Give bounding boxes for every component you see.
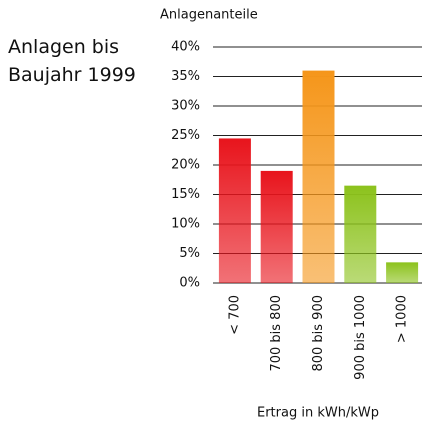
y-tick-label: 10%: [171, 217, 200, 232]
x-axis-label: Ertrag in kWh/kWp: [257, 406, 379, 421]
y-axis-label: Anlagenanteile: [160, 8, 258, 23]
y-tick-label: 40%: [171, 40, 200, 55]
y-tick-label: 35%: [171, 69, 200, 84]
y-tick-label: 0%: [179, 276, 200, 291]
y-tick-label: 20%: [171, 158, 200, 173]
x-tick-label: 900 bis 1000: [353, 295, 368, 380]
y-tick-label: 15%: [171, 187, 200, 202]
bar: [386, 262, 419, 283]
x-tick-label: 700 bis 800: [269, 295, 284, 372]
bar: [218, 138, 251, 283]
chart-title: Anlagen bis Baujahr 1999: [8, 36, 136, 86]
y-tick-label: 25%: [171, 128, 200, 143]
bar: [344, 185, 377, 283]
x-tick-label: > 1000: [395, 295, 410, 343]
y-tick-label: 30%: [171, 99, 200, 114]
bar: [260, 170, 293, 283]
bar: [302, 70, 335, 283]
x-tick-label: < 700: [227, 295, 242, 335]
y-tick-label: 5%: [179, 246, 200, 261]
x-tick-label: 800 bis 900: [311, 295, 326, 372]
